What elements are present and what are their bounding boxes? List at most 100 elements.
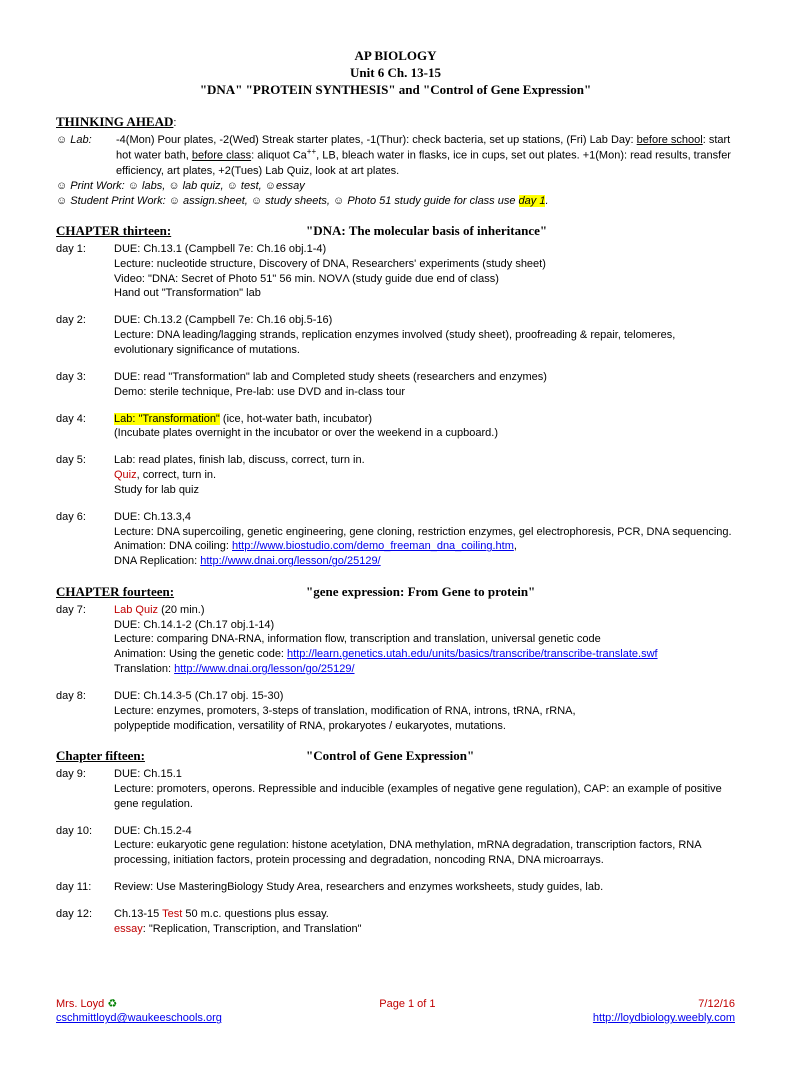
day3-l2: Demo: sterile technique, Pre-lab: use DV… (114, 385, 735, 400)
title-line3: "DNA" "PROTEIN SYNTHESIS" and "Control o… (56, 82, 735, 99)
day10-row: day 10: DUE: Ch.15.2-4 Lecture: eukaryot… (56, 824, 735, 869)
day6-l1: DUE: Ch.13.3,4 (114, 510, 735, 525)
lab-row: ☺ Lab: -4(Mon) Pour plates, -2(Wed) Stre… (56, 133, 735, 179)
day2-l2: Lecture: DNA leading/lagging strands, re… (114, 328, 735, 358)
thinking-colon: : (173, 117, 176, 129)
ch15-right: "Control of Gene Expression" (306, 747, 474, 765)
lab-text-a-under: before school (637, 134, 703, 146)
day6-l4: DNA Replication: http://www.dnai.org/les… (114, 554, 735, 569)
day8-l2: Lecture: enzymes, promoters, 3-steps of … (114, 704, 735, 719)
lab-text-c: : aliquot Ca (251, 150, 307, 162)
footer-center: Page 1 of 1 (379, 997, 435, 1027)
title-block: AP BIOLOGY Unit 6 Ch. 13-15 "DNA" "PROTE… (56, 48, 735, 99)
day5-l2-red: Quiz (114, 469, 137, 481)
day4-l1-rest: (ice, hot-water bath, incubator) (220, 413, 372, 425)
day4-l1-hl: Lab: "Transformation" (114, 413, 220, 425)
day6-l3-end: , (514, 540, 517, 552)
day8-body: DUE: Ch.14.3-5 (Ch.17 obj. 15-30) Lectur… (114, 689, 735, 734)
day2-l1: DUE: Ch.13.2 (Campbell 7e: Ch.16 obj.5-1… (114, 313, 735, 328)
day1-l2: Lecture: nucleotide structure, Discovery… (114, 257, 735, 272)
day10-l2: Lecture: eukaryotic gene regulation: his… (114, 838, 735, 868)
day5-label: day 5: (56, 453, 114, 498)
day9-l2: Lecture: promoters, operons. Repressible… (114, 782, 735, 812)
day4-body: Lab: "Transformation" (ice, hot-water ba… (114, 412, 735, 442)
day7-l3: Lecture: comparing DNA-RNA, information … (114, 632, 735, 647)
day7-l5: Translation: http://www.dnai.org/lesson/… (114, 662, 735, 677)
day10-label: day 10: (56, 824, 114, 869)
day12-label: day 12: (56, 907, 114, 937)
footer-email[interactable]: cschmittloyd@waukeeschools.org (56, 1012, 222, 1024)
day6-l4-link[interactable]: http://www.dnai.org/lesson/go/25129/ (200, 555, 380, 567)
day2-row: day 2: DUE: Ch.13.2 (Campbell 7e: Ch.16 … (56, 313, 735, 358)
day7-l1: Lab Quiz (20 min.) (114, 603, 735, 618)
footer: Mrs. Loyd ♻ cschmittloyd@waukeeschools.o… (56, 997, 735, 1027)
day2-label: day 2: (56, 313, 114, 358)
day7-l4-link[interactable]: http://learn.genetics.utah.edu/units/bas… (287, 648, 658, 660)
day8-row: day 8: DUE: Ch.14.3-5 (Ch.17 obj. 15-30)… (56, 689, 735, 734)
day4-label: day 4: (56, 412, 114, 442)
title-line1: AP BIOLOGY (56, 48, 735, 65)
day9-body: DUE: Ch.15.1 Lecture: promoters, operons… (114, 767, 735, 812)
title-line2: Unit 6 Ch. 13-15 (56, 65, 735, 82)
day7-l5-link[interactable]: http://www.dnai.org/lesson/go/25129/ (174, 663, 354, 675)
student-print-work: ☺ Student Print Work: ☺ assign.sheet, ☺ … (56, 194, 735, 209)
day7-row: day 7: Lab Quiz (20 min.) DUE: Ch.14.1-2… (56, 603, 735, 677)
footer-date: 7/12/16 (698, 998, 735, 1010)
day1-label: day 1: (56, 242, 114, 301)
student-print-hl: day 1 (519, 195, 546, 207)
day7-body: Lab Quiz (20 min.) DUE: Ch.14.1-2 (Ch.17… (114, 603, 735, 677)
day9-l1: DUE: Ch.15.1 (114, 767, 735, 782)
day5-l2: Quiz, correct, turn in. (114, 468, 735, 483)
day6-l2: Lecture: DNA supercoiling, genetic engin… (114, 525, 735, 540)
day12-l1-b: 50 m.c. questions plus essay. (182, 908, 329, 920)
day8-l1: DUE: Ch.14.3-5 (Ch.17 obj. 15-30) (114, 689, 735, 704)
day10-l1: DUE: Ch.15.2-4 (114, 824, 735, 839)
day5-l1: Lab: read plates, finish lab, discuss, c… (114, 453, 735, 468)
day11-body: Review: Use MasteringBiology Study Area,… (114, 880, 735, 895)
day6-l3-link[interactable]: http://www.biostudio.com/demo_freeman_dn… (232, 540, 514, 552)
day4-l2: (Incubate plates overnight in the incuba… (114, 426, 735, 441)
day6-l4-text: DNA Replication: (114, 555, 200, 567)
ch13-heading: CHAPTER thirteen: "DNA: The molecular ba… (56, 222, 735, 240)
lab-text-a: -4(Mon) Pour plates, -2(Wed) Streak star… (116, 134, 637, 146)
day4-l1: Lab: "Transformation" (ice, hot-water ba… (114, 412, 735, 427)
day12-l1: Ch.13-15 Test 50 m.c. questions plus ess… (114, 907, 735, 922)
footer-left: Mrs. Loyd ♻ cschmittloyd@waukeeschools.o… (56, 997, 222, 1027)
lab-text-b-under: before class (192, 150, 251, 162)
ch13-right: "DNA: The molecular basis of inheritance… (306, 222, 547, 240)
day5-l2-rest: , correct, turn in. (137, 469, 216, 481)
day9-row: day 9: DUE: Ch.15.1 Lecture: promoters, … (56, 767, 735, 812)
thinking-head-text: THINKING AHEAD (56, 114, 173, 129)
day3-body: DUE: read "Transformation" lab and Compl… (114, 370, 735, 400)
ch15-heading: Chapter fifteen: "Control of Gene Expres… (56, 747, 735, 765)
day12-body: Ch.13-15 Test 50 m.c. questions plus ess… (114, 907, 735, 937)
ch14-right: "gene expression: From Gene to protein" (306, 583, 535, 601)
day6-l3-text: Animation: DNA coiling: (114, 540, 232, 552)
footer-url[interactable]: http://loydbiology.weebly.com (593, 1012, 735, 1024)
day6-body: DUE: Ch.13.3,4 Lecture: DNA supercoiling… (114, 510, 735, 569)
day2-body: DUE: Ch.13.2 (Campbell 7e: Ch.16 obj.5-1… (114, 313, 735, 358)
day7-l4: Animation: Using the genetic code: http:… (114, 647, 735, 662)
day7-l2: DUE: Ch.14.1-2 (Ch.17 obj.1-14) (114, 618, 735, 633)
day6-row: day 6: DUE: Ch.13.3,4 Lecture: DNA super… (56, 510, 735, 569)
day1-l3: Video: "DNA: Secret of Photo 51" 56 min.… (114, 272, 735, 287)
day12-l2-red: essay (114, 923, 143, 935)
day3-row: day 3: DUE: read "Transformation" lab an… (56, 370, 735, 400)
day1-body: DUE: Ch.13.1 (Campbell 7e: Ch.16 obj.1-4… (114, 242, 735, 301)
lab-label: ☺ Lab: (56, 133, 116, 179)
day1-row: day 1: DUE: Ch.13.1 (Campbell 7e: Ch.16 … (56, 242, 735, 301)
day10-body: DUE: Ch.15.2-4 Lecture: eukaryotic gene … (114, 824, 735, 869)
day3-l1: DUE: read "Transformation" lab and Compl… (114, 370, 735, 385)
day5-row: day 5: Lab: read plates, finish lab, dis… (56, 453, 735, 498)
day7-l4-text: Animation: Using the genetic code: (114, 648, 287, 660)
day8-l3: polypeptide modification, versatility of… (114, 719, 735, 734)
earth-icon: ♻ (107, 998, 117, 1010)
day1-l1: DUE: Ch.13.1 (Campbell 7e: Ch.16 obj.1-4… (114, 242, 735, 257)
footer-right: 7/12/16 http://loydbiology.weebly.com (593, 997, 735, 1027)
ch15-left: Chapter fifteen: (56, 747, 216, 765)
ch14-heading: CHAPTER fourteen: "gene expression: From… (56, 583, 735, 601)
ch14-left: CHAPTER fourteen: (56, 583, 216, 601)
day3-label: day 3: (56, 370, 114, 400)
day4-row: day 4: Lab: "Transformation" (ice, hot-w… (56, 412, 735, 442)
day5-l3: Study for lab quiz (114, 483, 735, 498)
